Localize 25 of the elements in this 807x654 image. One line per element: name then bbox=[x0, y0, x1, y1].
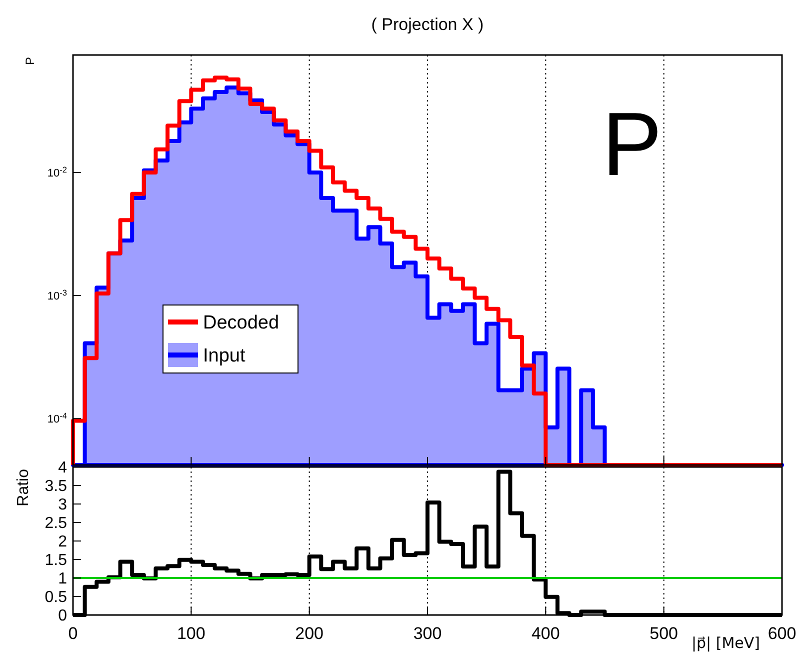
y-axis-title: P bbox=[23, 57, 37, 66]
y-axis-title: Ratio bbox=[15, 468, 32, 506]
y-tick-label: 1.5 bbox=[44, 552, 68, 570]
y-tick-label: 10$^{-3}$ bbox=[47, 288, 68, 302]
annotation: P bbox=[602, 95, 662, 195]
x-tick-label: 100 bbox=[176, 624, 206, 643]
y-tick-label: 4 bbox=[58, 460, 68, 477]
chart-title: ( Projection X ) bbox=[371, 15, 484, 34]
x-tick-label: 600 bbox=[768, 624, 796, 643]
x-tick-label: 400 bbox=[531, 624, 560, 643]
y-tick-label: 3.5 bbox=[44, 478, 68, 496]
legend-label: Input bbox=[203, 346, 246, 367]
x-tick-label: 200 bbox=[295, 624, 324, 643]
y-tick-label: 0.5 bbox=[44, 589, 68, 606]
y-tick-label: 1 bbox=[58, 570, 68, 588]
x-tick-label: 300 bbox=[413, 624, 442, 643]
y-tick-label: 0 bbox=[58, 608, 68, 625]
y-tick-label: 10$^{-4}$ bbox=[47, 410, 68, 426]
x-axis-title: |p⃗| [MeV] bbox=[691, 634, 760, 652]
y-tick-label: 2.5 bbox=[44, 515, 68, 532]
y-tick-label: 10$^{-2}$ bbox=[47, 164, 68, 180]
y-tick-label: 3 bbox=[58, 496, 68, 514]
x-tick-label: 500 bbox=[650, 624, 678, 643]
legend-label: Decoded bbox=[203, 312, 280, 334]
y-tick-label: 2 bbox=[58, 534, 68, 551]
